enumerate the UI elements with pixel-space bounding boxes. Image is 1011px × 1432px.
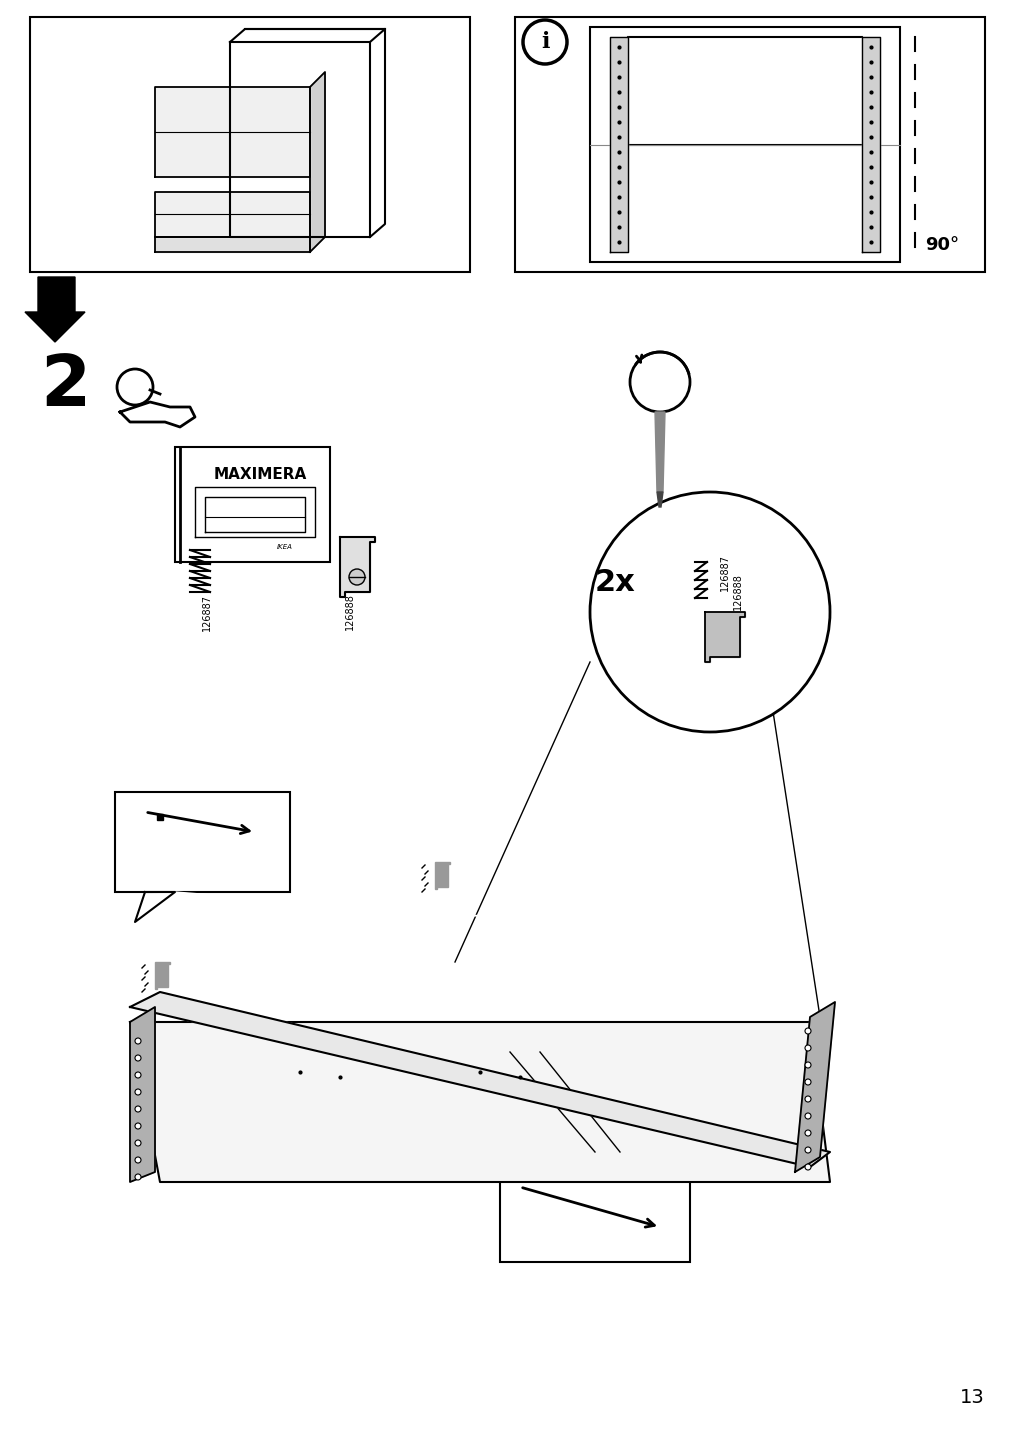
Circle shape: [804, 1078, 810, 1085]
Polygon shape: [656, 493, 662, 507]
Text: 90°: 90°: [924, 236, 958, 253]
Circle shape: [804, 1164, 810, 1170]
Polygon shape: [309, 72, 325, 252]
Text: IKEA: IKEA: [277, 544, 292, 550]
Text: 2: 2: [40, 352, 90, 421]
Circle shape: [804, 1028, 810, 1034]
Polygon shape: [654, 412, 664, 493]
Text: 126887: 126887: [719, 554, 729, 590]
Text: 126888: 126888: [732, 574, 742, 610]
Circle shape: [804, 1113, 810, 1118]
Text: 13: 13: [959, 1388, 984, 1408]
Circle shape: [134, 1174, 141, 1180]
Polygon shape: [155, 87, 309, 178]
Circle shape: [134, 1038, 141, 1044]
Circle shape: [804, 1095, 810, 1103]
Circle shape: [804, 1045, 810, 1051]
Text: 126887: 126887: [202, 593, 211, 630]
Polygon shape: [155, 192, 309, 238]
Text: 2x: 2x: [594, 567, 635, 597]
Polygon shape: [705, 611, 744, 662]
Circle shape: [349, 569, 365, 586]
Polygon shape: [795, 1002, 834, 1171]
Polygon shape: [229, 42, 370, 238]
Polygon shape: [155, 962, 170, 990]
Polygon shape: [155, 238, 309, 252]
Polygon shape: [861, 37, 880, 252]
Circle shape: [804, 1063, 810, 1068]
Circle shape: [804, 1130, 810, 1136]
Circle shape: [134, 1157, 141, 1163]
Polygon shape: [340, 537, 375, 597]
Circle shape: [804, 1147, 810, 1153]
Circle shape: [134, 1055, 141, 1061]
Circle shape: [134, 1106, 141, 1113]
Circle shape: [589, 493, 829, 732]
Circle shape: [134, 1088, 141, 1095]
Circle shape: [134, 1073, 141, 1078]
Polygon shape: [129, 1022, 829, 1181]
Polygon shape: [195, 487, 314, 537]
Polygon shape: [129, 1007, 155, 1181]
Polygon shape: [25, 276, 85, 342]
Polygon shape: [435, 862, 450, 889]
Circle shape: [134, 1140, 141, 1146]
Polygon shape: [145, 892, 559, 922]
Text: i: i: [540, 32, 549, 53]
Circle shape: [134, 1123, 141, 1128]
Polygon shape: [610, 37, 628, 252]
Text: 126888: 126888: [345, 593, 355, 630]
Polygon shape: [129, 992, 829, 1167]
Text: MAXIMERA: MAXIMERA: [213, 467, 306, 483]
